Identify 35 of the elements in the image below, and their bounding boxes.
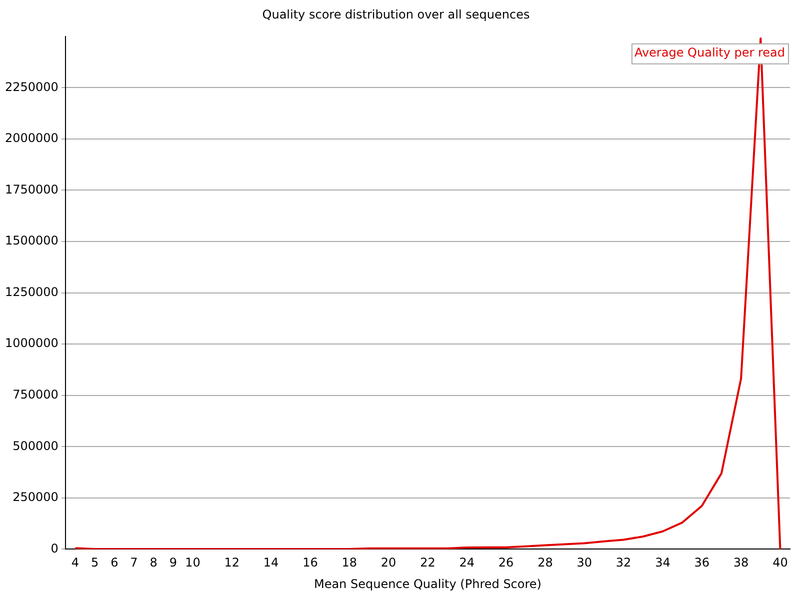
- x-tick-label: 40: [772, 556, 788, 570]
- y-tick-label: 750000: [12, 387, 58, 402]
- y-tick-label: 2250000: [4, 80, 58, 94]
- x-tick-label: 26: [498, 556, 514, 570]
- x-tick-label: 24: [459, 556, 475, 570]
- x-tick-label: 7: [130, 556, 138, 570]
- x-tick-label: 6: [110, 556, 118, 570]
- x-tick-label: 22: [420, 556, 436, 570]
- x-tick-label: 18: [342, 556, 358, 570]
- x-tick-label: 28: [538, 556, 553, 570]
- y-tick-label: 1250000: [4, 284, 58, 299]
- y-tick-label: 0: [50, 541, 58, 556]
- x-tick-label: 34: [655, 556, 670, 570]
- y-tick-label: 250000: [12, 490, 58, 504]
- x-tick-label: 8: [150, 556, 158, 570]
- x-tick-label: 12: [224, 556, 240, 570]
- x-tick-label: 20: [380, 556, 396, 570]
- chart-title: Quality score distribution over all sequences: [262, 7, 530, 22]
- x-tick-label: 38: [733, 556, 749, 570]
- x-tick-label: 30: [576, 556, 592, 570]
- y-tick-label: 1000000: [4, 336, 58, 350]
- x-tick-label: 14: [263, 556, 279, 570]
- x-tick-label: 36: [694, 556, 710, 570]
- y-tick-label: 1500000: [4, 234, 58, 248]
- x-tick-label: 4: [71, 556, 80, 570]
- x-tick-label: 32: [616, 556, 632, 570]
- x-tick-label: 9: [169, 556, 177, 570]
- y-tick-label: 500000: [12, 438, 58, 453]
- x-axis-title: Mean Sequence Quality (Phred Score): [314, 576, 542, 591]
- y-tick-label: 2000000: [4, 131, 58, 146]
- x-tick-label: 10: [185, 556, 200, 570]
- x-tick-label: 16: [302, 556, 318, 570]
- x-tick-label: 5: [90, 556, 99, 570]
- series-label: Average Quality per read: [634, 46, 786, 60]
- y-tick-label: 1750000: [4, 182, 58, 196]
